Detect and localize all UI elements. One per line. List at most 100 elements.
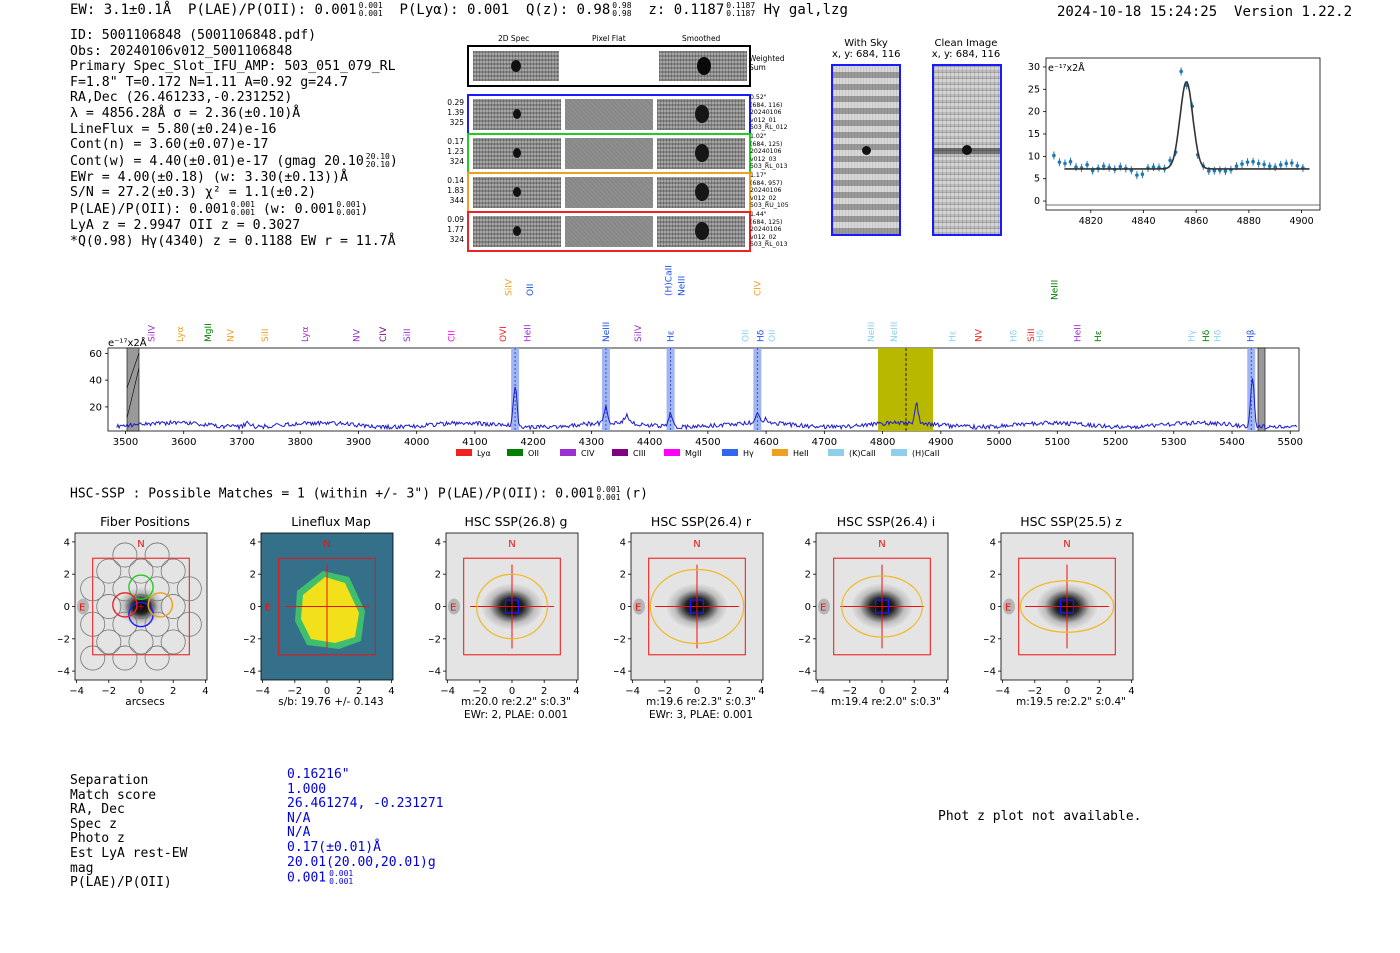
emission-line-label: (H)CaII [664, 265, 674, 296]
legend-label: HeII [793, 449, 809, 458]
aperture-ellipse [841, 575, 923, 638]
cutout-ytick-label: 4 [620, 537, 626, 548]
info-plae-w-sup: 0.001 [336, 199, 361, 209]
search-box [92, 557, 190, 656]
zoom-plot: e⁻¹⁷x2Å 30 25 20 15 10 5 0 4820 4840 4860 4880 490… [1028, 57, 1321, 227]
header-qz: Q(z): 0.98 [525, 2, 611, 18]
zoom-ytick-label: 5 [1034, 174, 1040, 185]
header-plya: P(Lyα): 0.001 [399, 2, 510, 18]
fiber-circle [80, 645, 106, 671]
match-label: mag [70, 860, 94, 876]
spec2d-row-left: 0.09 1.77 324 [440, 215, 464, 245]
info-plae-row: P(LAE)/P(OII): 0.001 0.001 0.001 (w: 0.001… [70, 199, 369, 217]
hsc-panel-title: HSC SSP(26.4) i [836, 514, 936, 529]
detection-window [878, 348, 933, 431]
zoom-fit-curve [1064, 81, 1310, 170]
legend-swatch [664, 449, 680, 456]
cutout-xtick-label: 4 [758, 686, 764, 697]
spec2d-row-left-value: 325 [449, 118, 464, 127]
zoom-ytick-label: 0 [1034, 196, 1040, 207]
emission-line-label: OII [742, 330, 752, 342]
with-sky-cutout [831, 64, 901, 236]
info-contw-row: Cont(w) = 4.40(±0.01)e-17 (gmag 20.10 20.… [70, 151, 398, 169]
info-params: F=1.8" T=0.172 N=1.11 A=0.92 g=24.7 [70, 74, 348, 90]
info-plae: P(LAE)/P(OII): 0.001 [70, 201, 229, 217]
match-label: Photo z [70, 831, 125, 847]
spec2d-row-left-value: 1.77 [447, 225, 464, 234]
cutout-ytick-label: −2 [58, 634, 70, 645]
spec2d-row [467, 211, 751, 252]
north-label: N [1063, 539, 1070, 550]
zoom-point [1290, 161, 1294, 165]
spec2d-row-right-value: 1.17" [750, 172, 767, 179]
north-label: N [693, 539, 700, 550]
north-label: N [137, 539, 144, 550]
spectrum-xtick-label: 4500 [695, 437, 720, 448]
spec2d-row-right-value: 503_RL_013 [750, 241, 788, 249]
spec2d-row-left: 0.17 1.23 324 [440, 137, 464, 167]
cutout-ytick-label: 4 [990, 537, 996, 548]
cutout-ytick-label: 0 [620, 602, 626, 613]
cutout-xtick-label: −4 [440, 686, 455, 697]
legend-label: (K)CaII [849, 449, 876, 458]
spec2d-row-right-value: v012_02 [750, 194, 777, 202]
cutout-ytick-label: 0 [435, 602, 441, 613]
spec2d-row-right: 0.52" (684, 116) 20240106 v012_01 503_RL_012 [750, 94, 788, 132]
cutout-ytick-label: −4 [799, 667, 811, 678]
spec2d-row-left-value: 1.83 [447, 186, 464, 195]
spectrum-xtick-label: 4900 [928, 437, 953, 448]
clean-title-block: Clean Image x, y: 684, 116 [930, 38, 1002, 60]
info-lambda: λ = 4856.28Å σ = 2.36(±0.10)Å [70, 105, 301, 121]
spec2d-row-right-value: 20240106 [750, 109, 782, 117]
emission-line-label: SiII [261, 328, 271, 342]
spec2d-row-right: 1.44" (684, 125) 20240106 v012_02 503_RL_013 [750, 211, 788, 249]
spec2d-row-right-value: v012_03 [750, 155, 777, 163]
legend-label: CIV [581, 449, 595, 458]
fiber-circle [112, 645, 138, 671]
info-obs: Obs: 20240106v012_5001106848 [70, 43, 293, 59]
cutout-ytick-label: −2 [429, 634, 441, 645]
emission-line-label: OII [768, 330, 778, 342]
cutout-xtick-label: −4 [810, 686, 825, 697]
spec2d-row-flat [565, 99, 653, 130]
spec2d-row-flat [565, 177, 653, 208]
zoom-point [1278, 163, 1283, 167]
spec2d-row-right-value: v012_02 [750, 233, 777, 241]
zoom-point [1267, 164, 1272, 168]
spec2d-row [467, 172, 751, 213]
emission-line-label: Hδ [1036, 329, 1046, 342]
cutout-xtick-label: −2 [657, 686, 672, 697]
header-plae: P(LAE)/P(OII): 0.001 [188, 2, 357, 18]
zoom-point [1135, 173, 1139, 177]
hsc-title-tail: (r) [624, 486, 648, 502]
spec2d-panel: 2D Spec Pixel Flat Smoothed Weighted Sum… [440, 34, 790, 256]
cutout-ytick-label: 2 [250, 570, 256, 581]
cutout-ytick-label: 2 [805, 570, 811, 581]
match-value: 0.17(±0.01)Å [287, 839, 381, 855]
emission-line-label: Hε [667, 330, 677, 342]
spec2d-row-left-value: 324 [449, 235, 464, 244]
hsc-panel-title: HSC SSP(26.8) g [464, 514, 568, 529]
cutout-ytick-label: 4 [435, 537, 441, 548]
zoom-point [1256, 161, 1261, 166]
north-label: N [323, 539, 330, 550]
spec2d-row-left-value: 1.39 [447, 108, 464, 117]
spec2d-row-image [473, 216, 561, 247]
clean-title: Clean Image [934, 38, 998, 49]
hsc-title-text: HSC-SSP : Possible Matches = 1 (within +… [70, 486, 595, 502]
spec2d-row-left: 0.29 1.39 325 [440, 98, 464, 128]
spectrum-xtick-label: 5000 [986, 437, 1011, 448]
match-value-row: N/A [287, 811, 444, 827]
zoom-point [1179, 69, 1183, 74]
cutout-ytick-label: −4 [984, 667, 996, 678]
cutout-ytick-label: 0 [250, 602, 256, 613]
spectrum-ytick-label: 20 [89, 402, 102, 413]
spec2d-weighted-smoothed [659, 51, 747, 81]
zoom-point [1118, 164, 1123, 169]
cutout-xtick-label: 2 [541, 686, 547, 697]
north-label: N [508, 539, 515, 550]
legend-label: OII [528, 449, 539, 458]
emission-line-label: SiII [403, 328, 413, 342]
fiber-3 [147, 592, 174, 618]
hsc-panel-title: HSC SSP(26.4) r [650, 514, 752, 529]
